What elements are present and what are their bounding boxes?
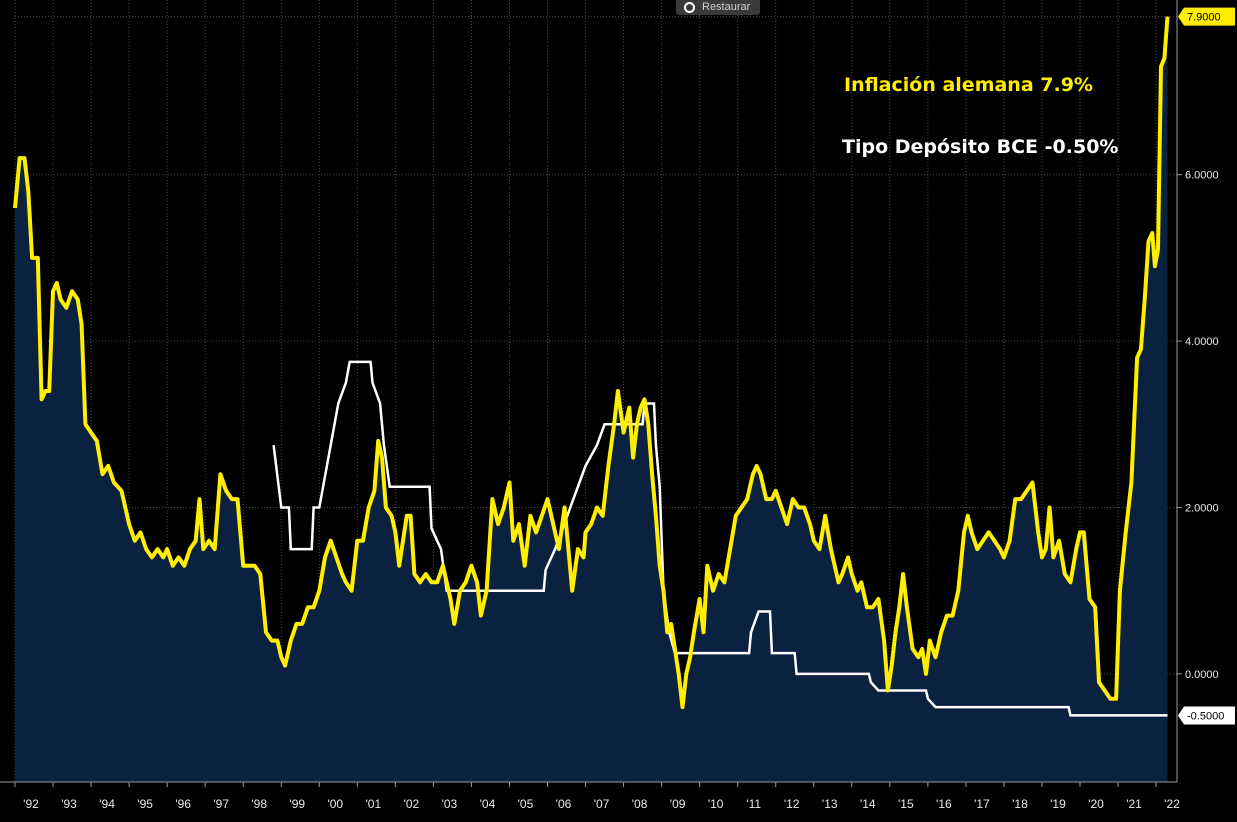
y-tick-label: 6.0000 bbox=[1185, 170, 1219, 182]
x-tick-label: '05 bbox=[518, 797, 534, 811]
x-tick-label: '18 bbox=[1012, 797, 1028, 811]
deposit-last-value-bg bbox=[1178, 706, 1235, 725]
x-tick-label: '92 bbox=[23, 797, 39, 811]
x-tick-label: '04 bbox=[480, 797, 496, 811]
deposit-rate-line bbox=[272, 360, 1168, 717]
x-tick-label: '20 bbox=[1088, 797, 1104, 811]
x-tick-label: '07 bbox=[594, 797, 610, 811]
x-tick-label: '03 bbox=[442, 797, 458, 811]
x-tick-label: '08 bbox=[632, 797, 648, 811]
last-value-labels: 7.9000 -0.5000 bbox=[1178, 7, 1235, 725]
x-tick-label: '94 bbox=[99, 797, 115, 811]
x-tick-label: '16 bbox=[936, 797, 952, 811]
x-tick-label: '21 bbox=[1126, 797, 1142, 811]
x-tick-label: '11 bbox=[746, 797, 761, 811]
x-tick-label: '98 bbox=[251, 797, 267, 811]
restore-label: Restaurar bbox=[702, 1, 751, 13]
x-tick-label: '99 bbox=[289, 797, 305, 811]
deposit-last-value-text: -0.5000 bbox=[1187, 710, 1224, 722]
x-axis-ticks: '92 '93 '94 '95 '96 '97 '98 '99 '00 '01 '02 '03 '04 '… bbox=[14, 782, 1180, 811]
restore-icon bbox=[684, 2, 695, 13]
x-tick-label: '13 bbox=[822, 797, 838, 811]
x-tick-label: '93 bbox=[61, 797, 77, 811]
x-tick-label: '95 bbox=[137, 797, 153, 811]
inflation-line bbox=[13, 16, 1170, 710]
inflation-annotation: Inflación alemana 7.9% bbox=[844, 74, 1093, 96]
deposit-rate-annotation: Tipo Depósito BCE -0.50% bbox=[842, 136, 1119, 158]
inflation-area bbox=[15, 16, 1168, 783]
x-tick-label: '22 bbox=[1164, 797, 1180, 811]
x-tick-label: '00 bbox=[327, 797, 343, 811]
x-tick-label: '96 bbox=[175, 797, 191, 811]
x-tick-label: '14 bbox=[860, 797, 876, 811]
x-tick-label: '12 bbox=[784, 797, 800, 811]
x-tick-label: '09 bbox=[670, 797, 686, 811]
y-tick-label: 0.0000 bbox=[1185, 669, 1219, 681]
y-axis-ticks: 0.0000 2.0000 4.0000 6.0000 bbox=[1177, 170, 1219, 681]
x-tick-label: '01 bbox=[366, 797, 382, 811]
inflation-last-value: 7.9000 bbox=[1178, 7, 1235, 26]
x-tick-label: '02 bbox=[404, 797, 420, 811]
x-tick-label: '15 bbox=[898, 797, 914, 811]
deposit-last-value: -0.5000 bbox=[1178, 706, 1235, 725]
x-tick-label: '06 bbox=[556, 797, 572, 811]
x-tick-label: '10 bbox=[708, 797, 724, 811]
y-tick-label: 4.0000 bbox=[1185, 336, 1219, 348]
restore-button[interactable]: Restaurar bbox=[676, 0, 760, 15]
x-tick-label: '97 bbox=[213, 797, 229, 811]
y-tick-label: 2.0000 bbox=[1185, 502, 1219, 514]
x-tick-label: '17 bbox=[974, 797, 990, 811]
inflation-last-value-text: 7.9000 bbox=[1187, 12, 1221, 24]
x-tick-label: '19 bbox=[1050, 797, 1066, 811]
inflation-last-value-bg bbox=[1178, 7, 1235, 26]
